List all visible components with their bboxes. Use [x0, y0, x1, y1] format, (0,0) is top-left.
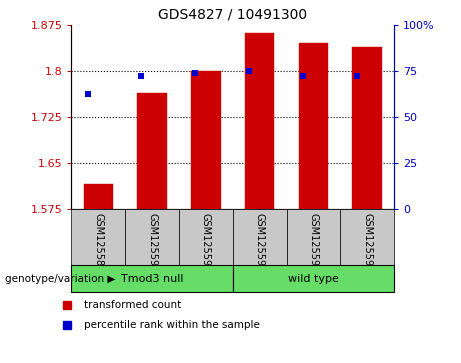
- Title: GDS4827 / 10491300: GDS4827 / 10491300: [158, 8, 307, 21]
- Text: GSM1255903: GSM1255903: [308, 213, 319, 278]
- Text: GSM1255900: GSM1255900: [147, 213, 157, 278]
- Bar: [137, 93, 167, 209]
- Bar: [233, 265, 394, 292]
- Bar: [179, 209, 233, 265]
- Text: GSM1255902: GSM1255902: [254, 213, 265, 279]
- Bar: [191, 71, 221, 209]
- Bar: [71, 265, 233, 292]
- Bar: [353, 47, 382, 209]
- Bar: [233, 209, 287, 265]
- Bar: [71, 209, 125, 265]
- Text: transformed count: transformed count: [84, 300, 181, 310]
- Bar: [125, 209, 179, 265]
- Bar: [299, 42, 328, 209]
- Text: GSM1255904: GSM1255904: [362, 213, 372, 278]
- Text: wild type: wild type: [288, 274, 339, 284]
- Bar: [287, 209, 340, 265]
- Text: GSM1255899: GSM1255899: [93, 213, 103, 278]
- Text: GSM1255901: GSM1255901: [201, 213, 211, 278]
- Text: genotype/variation ▶: genotype/variation ▶: [5, 274, 115, 284]
- Bar: [340, 209, 394, 265]
- Text: percentile rank within the sample: percentile rank within the sample: [84, 320, 260, 330]
- Bar: [83, 184, 113, 209]
- Bar: [245, 33, 274, 209]
- Text: Tmod3 null: Tmod3 null: [121, 274, 183, 284]
